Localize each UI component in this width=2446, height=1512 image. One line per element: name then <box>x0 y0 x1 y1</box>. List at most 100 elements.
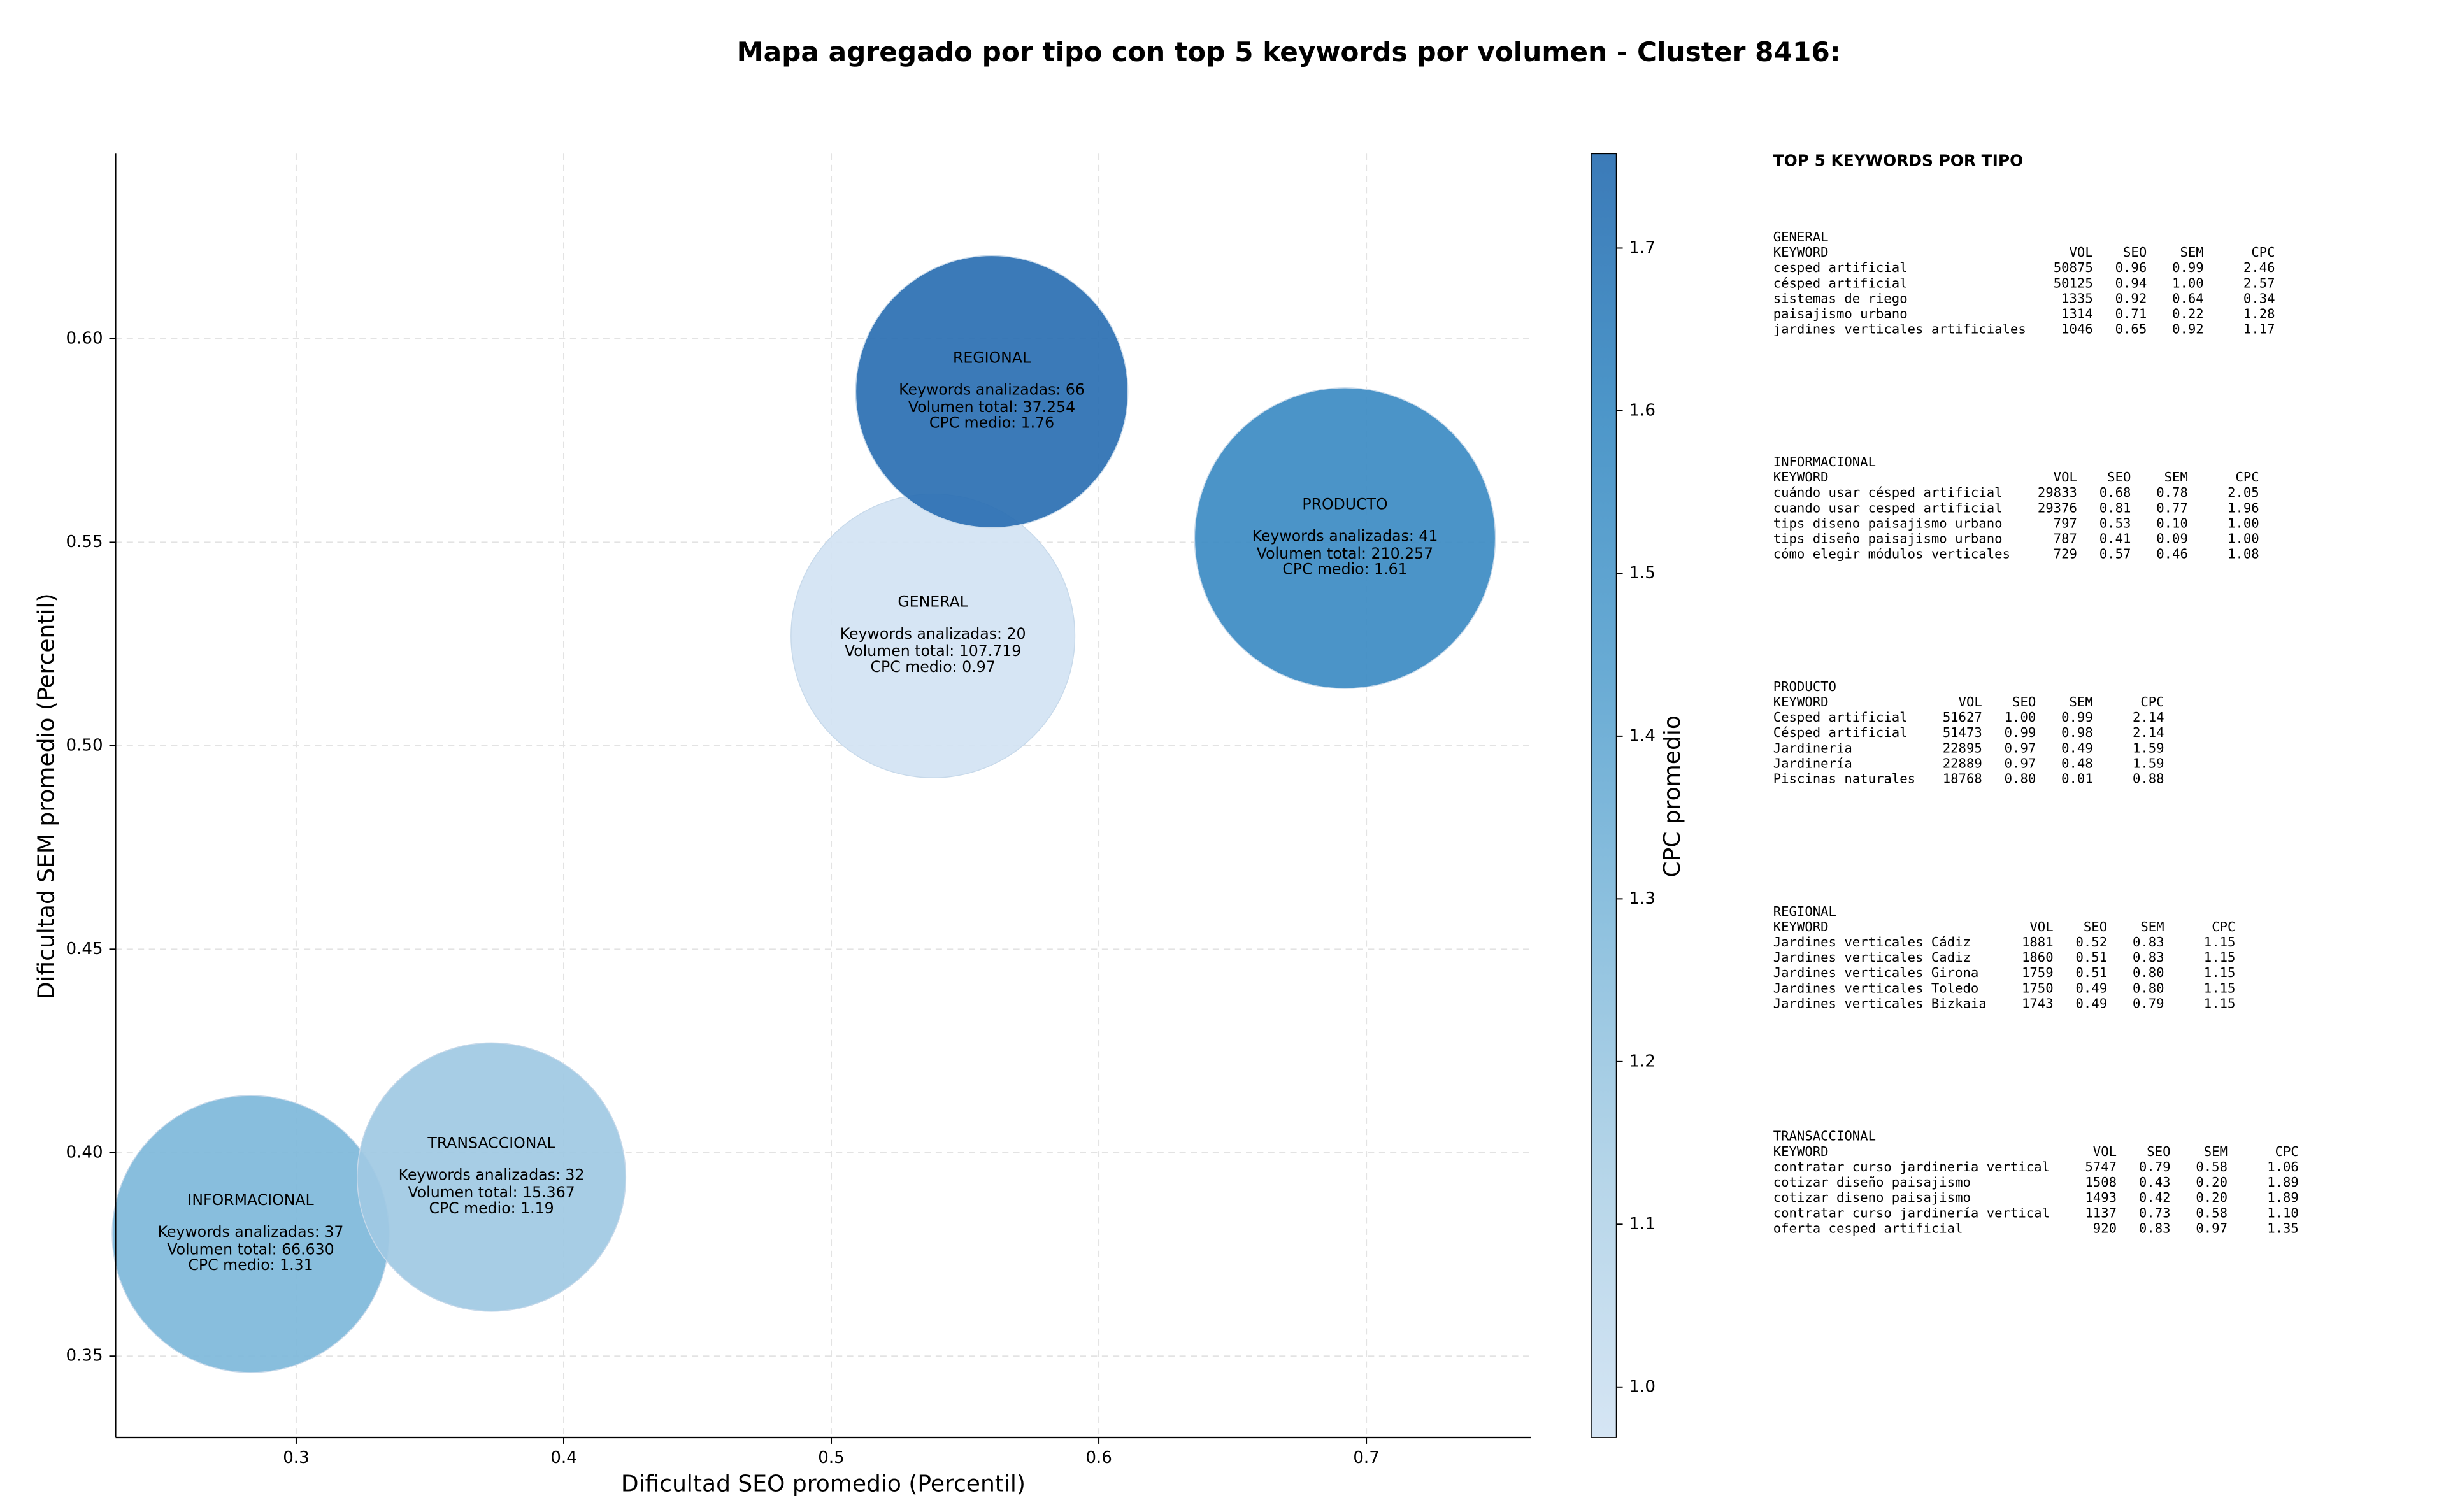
table-cell: Jardineria <box>1773 740 1852 755</box>
table-header: VOL <box>2029 919 2053 934</box>
table-cell: 1.00 <box>2005 710 2036 725</box>
y-axis-label: Dificultad SEM promedio (Percentil) <box>34 593 60 999</box>
table-cell: 0.79 <box>2133 995 2164 1011</box>
table-header: SEO <box>2012 694 2036 710</box>
label-value: 41 <box>1419 527 1438 545</box>
table-header: SEM <box>2164 469 2188 485</box>
label-prefix: CPC medio: <box>871 658 957 676</box>
table-header: CPC <box>2212 919 2235 934</box>
bubble-label: Keywords analizadas: 37 <box>158 1223 344 1241</box>
table-cell: contratar curso jardineria vertical <box>1773 1159 2050 1174</box>
table-cell: 0.46 <box>2156 546 2188 562</box>
bubble-label: Keywords analizadas: 41 <box>1252 527 1438 545</box>
bubble-label: Keywords analizadas: 66 <box>899 380 1085 398</box>
table-cell: 0.78 <box>2156 485 2188 500</box>
table-title: GENERAL <box>1773 229 1829 245</box>
table-cell: 0.09 <box>2156 531 2188 546</box>
table-cell: 0.80 <box>2005 771 2036 787</box>
table-header: CPC <box>2140 694 2164 710</box>
table-cell: 1750 <box>2022 980 2054 995</box>
colorbar <box>1590 153 1617 1438</box>
bubble-name: REGIONAL <box>953 348 1031 366</box>
table-cell: 1.15 <box>2204 934 2236 950</box>
table-cell: 797 <box>2054 515 2077 531</box>
table-cell: 0.79 <box>2139 1159 2171 1174</box>
table-cell: 2.14 <box>2133 725 2164 740</box>
table-cell: Jardinería <box>1773 755 1852 771</box>
label-value: 66.630 <box>282 1240 334 1258</box>
table-cell: 0.49 <box>2075 980 2107 995</box>
table-cell: 1759 <box>2022 965 2054 980</box>
table-cell: 729 <box>2054 546 2077 562</box>
label-value: 1.76 <box>1021 413 1055 431</box>
label-prefix: Volumen total: <box>1257 544 1366 562</box>
label-value: 66 <box>1066 380 1085 398</box>
table-header: VOL <box>2070 245 2093 260</box>
table-cell: 787 <box>2054 531 2077 546</box>
table-cell: Jardines verticales Bizkaia <box>1773 995 1987 1011</box>
table-cell: 0.83 <box>2133 934 2164 950</box>
table-cell: Jardines verticales Cádiz <box>1773 934 1971 950</box>
table-cell: 29376 <box>2038 500 2077 515</box>
bubble-label: CPC medio: 0.97 <box>871 658 996 676</box>
table-cell: 0.99 <box>2172 260 2204 275</box>
table-title: TRANSACCIONAL <box>1773 1129 1876 1144</box>
table-header: CPC <box>2251 245 2275 260</box>
table-cell: 1743 <box>2022 995 2054 1011</box>
table-cell: 0.68 <box>2099 485 2131 500</box>
y-tick-label: 0.45 <box>66 939 103 959</box>
table-cell: cómo elegir módulos verticales <box>1773 546 2010 562</box>
table-header: CPC <box>2275 1144 2299 1159</box>
table-header: SEM <box>2180 245 2203 260</box>
colorbar-tick-label: 1.6 <box>1629 401 1656 420</box>
table-cell: 0.51 <box>2075 965 2107 980</box>
label-prefix: Volumen total: <box>908 397 1018 415</box>
label-value: 0.97 <box>962 658 996 676</box>
colorbar-tick-label: 1.7 <box>1629 238 1656 257</box>
table-cell: 1.17 <box>2243 322 2275 337</box>
table-cell: 22895 <box>1943 740 1982 755</box>
table-cell: 0.97 <box>2196 1220 2228 1236</box>
x-tick-label: 0.3 <box>283 1448 309 1467</box>
label-value: 1.19 <box>520 1199 554 1216</box>
table-cell: 1.28 <box>2243 306 2275 322</box>
table-cell: 0.96 <box>2115 260 2147 275</box>
table-cell: 0.48 <box>2061 755 2093 771</box>
label-prefix: Volumen total: <box>408 1183 517 1201</box>
table-cell: 22889 <box>1943 755 1982 771</box>
table-header: VOL <box>2054 469 2077 485</box>
table-cell: 0.52 <box>2075 934 2107 950</box>
table-cell: paisajismo urbano <box>1773 306 1908 322</box>
table-header: SEO <box>2107 469 2131 485</box>
table-header: KEYWORD <box>1773 469 1829 485</box>
colorbar-tick-label: 1.4 <box>1629 726 1656 745</box>
label-value: 37.254 <box>1023 397 1076 415</box>
table-cell: 0.42 <box>2139 1190 2171 1205</box>
table-cell: 1.10 <box>2267 1205 2299 1220</box>
x-tick-label: 0.7 <box>1353 1448 1379 1467</box>
bubble-label: Keywords analizadas: 20 <box>840 624 1026 642</box>
table-cell: 1508 <box>2085 1174 2117 1190</box>
table-cell: Jardines verticales Girona <box>1773 965 1979 980</box>
colorbar-tick-label: 1.1 <box>1629 1215 1656 1234</box>
label-value: 1.61 <box>1374 560 1408 578</box>
y-tick-label: 0.55 <box>66 532 103 552</box>
bubble-label: Keywords analizadas: 32 <box>399 1166 585 1183</box>
table-cell: 29833 <box>2038 485 2077 500</box>
table-cell: 0.92 <box>2172 322 2204 337</box>
bubble <box>357 1042 627 1312</box>
table-cell: 1314 <box>2061 306 2093 322</box>
table-header: VOL <box>1959 694 1982 710</box>
table-cell: 920 <box>2093 1220 2117 1236</box>
table-header: SEO <box>2147 1144 2170 1159</box>
table-title: PRODUCTO <box>1773 679 1836 694</box>
table-cell: cesped artificial <box>1773 260 1908 275</box>
table-cell: 0.92 <box>2115 290 2147 306</box>
table-cell: 0.34 <box>2243 290 2275 306</box>
table-header: SEO <box>2123 245 2147 260</box>
bubble <box>1194 387 1496 689</box>
label-prefix: CPC medio: <box>429 1199 515 1216</box>
table-cell: 1.00 <box>2228 515 2259 531</box>
colorbar-label: CPC promedio <box>1659 715 1685 878</box>
